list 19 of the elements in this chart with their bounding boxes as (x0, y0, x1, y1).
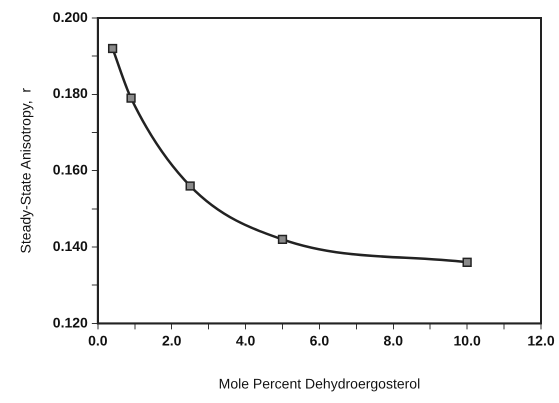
y-tick-label: 0.180 (52, 85, 88, 102)
y-axis-title: Steady-State Anisotropy, r (17, 88, 34, 254)
point (126, 94, 136, 103)
x-tick-label: 8.0 (384, 332, 404, 349)
point (186, 181, 195, 191)
y-tick-label: 0.160 (52, 162, 88, 178)
point (462, 258, 472, 267)
x-tick-label: 10.0 (454, 332, 481, 349)
y-tick-label: 0.120 (52, 314, 88, 330)
x-tick-label: 0.0 (88, 332, 108, 349)
x-tick-label: 12.0 (527, 332, 555, 349)
x-axis-title: Mole Percent Dehydroergosterol (218, 375, 420, 392)
x-tick-label: 4.0 (236, 332, 256, 349)
point (108, 44, 118, 54)
x-tick-label: 6.0 (310, 332, 330, 349)
x-tick-label: 2.0 (162, 332, 182, 349)
y-tick-label: 0.200 (52, 8, 88, 25)
y-tick-label: 0.140 (52, 238, 88, 254)
point (278, 234, 288, 244)
